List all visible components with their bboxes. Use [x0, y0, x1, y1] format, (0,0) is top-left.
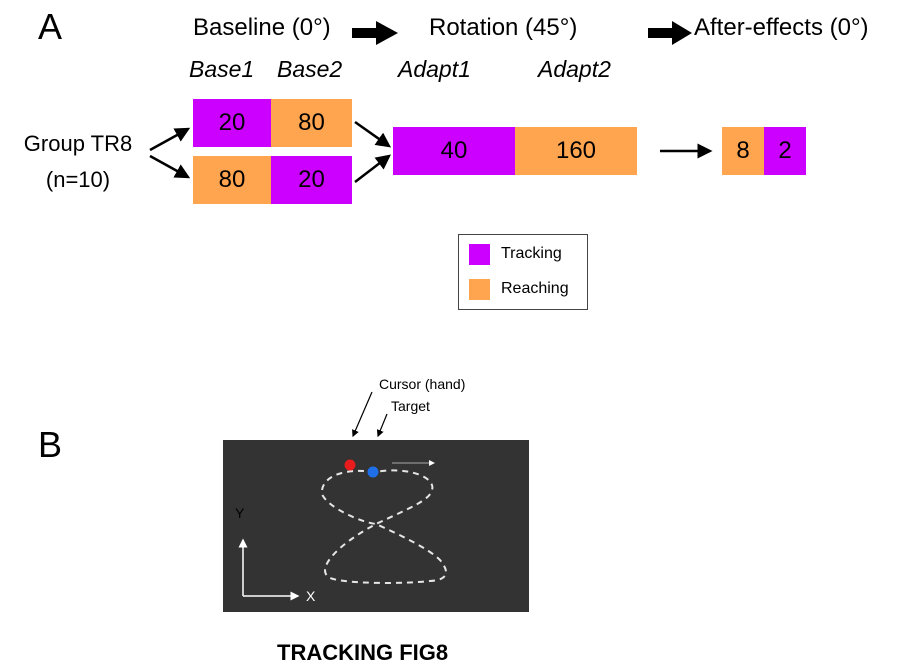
phase-aftereffects-label: After-effects (0°) [694, 14, 869, 41]
cursor-dot [344, 459, 356, 471]
block-name-adapt1: Adapt1 [398, 56, 471, 82]
figure8-path [320, 469, 447, 584]
group-n: (n=10) [45, 167, 111, 192]
block-name-adapt2: Adapt2 [538, 56, 611, 82]
phase-baseline-label: Baseline (0°) [193, 14, 331, 41]
cursor-label: Cursor (hand) [379, 376, 466, 392]
panel-b-title: TRACKING FIG8 [277, 640, 449, 665]
axis-x-label: X [306, 588, 316, 604]
panel-b-letter: B [38, 424, 63, 465]
legend-reaching-swatch [469, 279, 490, 300]
phase-rotation-label: Rotation (45°) [429, 14, 578, 41]
panel-a-letter: A [38, 6, 63, 47]
group-label: Group TR8 (n=10) [8, 126, 148, 198]
block-after-tracking: 2 [764, 127, 806, 175]
block-adapt-tracking: 40 [393, 127, 515, 175]
merge-arrow-top-icon [354, 120, 392, 148]
phase-arrow-1-icon [352, 21, 398, 45]
block-adapt-reaching: 160 [515, 127, 637, 175]
legend-tracking-label: Tracking [501, 245, 562, 262]
cursor-pointer-icon [352, 391, 373, 438]
axis-y-label: Y [235, 505, 245, 521]
split-arrow-up-icon [149, 127, 191, 152]
block-base-bottom-tracking: 20 [271, 156, 352, 204]
target-dot [367, 466, 379, 478]
phase-arrow-2-icon [648, 21, 692, 45]
legend-tracking-swatch [469, 244, 490, 265]
block-name-base2: Base2 [277, 56, 343, 82]
target-pointer-icon [376, 413, 388, 438]
merge-arrow-bottom-icon [354, 154, 391, 183]
group-name: Group TR8 [23, 131, 133, 156]
block-base-top-tracking: 20 [193, 99, 271, 147]
target-label: Target [391, 398, 430, 414]
block-name-base1: Base1 [189, 56, 255, 82]
legend: Tracking Reaching [458, 234, 588, 310]
split-arrow-down-icon [149, 154, 191, 179]
legend-reaching-label: Reaching [501, 280, 569, 297]
block-base-bottom-reaching: 80 [193, 156, 271, 204]
block-base-top-reaching: 80 [271, 99, 352, 147]
block-after-reaching: 8 [722, 127, 764, 175]
